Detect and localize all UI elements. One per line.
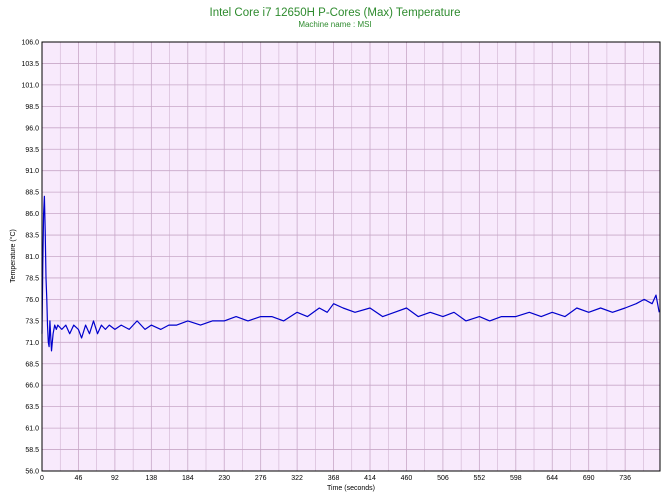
y-tick-label: 56.0 (25, 469, 39, 476)
y-tick-label: 98.5 (25, 104, 39, 111)
x-tick-label: 644 (546, 475, 558, 482)
y-tick-label: 58.5 (25, 447, 39, 454)
y-axis-ticks: 56.0 58.5 61.0 63.5 66.0 68.5 71.0 73.5 76.0 78.5… (21, 40, 39, 476)
y-tick-label: 96.0 (25, 125, 39, 132)
y-tick-label: 76.0 (25, 297, 39, 304)
y-tick-label: 93.5 (25, 147, 39, 154)
y-tick-label: 101.0 (21, 82, 39, 89)
x-tick-label: 0 (40, 475, 44, 482)
x-tick-label: 690 (583, 475, 595, 482)
y-tick-label: 81.0 (25, 254, 39, 261)
grid-lines (41, 41, 660, 472)
x-tick-label: 598 (510, 475, 522, 482)
chart-subtitle: Machine name : MSI (298, 20, 371, 29)
x-tick-label: 736 (619, 475, 631, 482)
y-tick-label: 68.5 (25, 361, 39, 368)
chart-title: Intel Core i7 12650H P-Cores (Max) Tempe… (210, 7, 461, 19)
y-tick-label: 88.5 (25, 190, 39, 197)
y-tick-label: 86.0 (25, 211, 39, 218)
y-tick-label: 61.0 (25, 426, 39, 433)
plot-frame (41, 41, 661, 472)
y-tick-label: 78.5 (25, 275, 39, 282)
y-tick-label: 83.5 (25, 233, 39, 240)
x-tick-label: 368 (328, 475, 340, 482)
x-axis-ticks: 0 46 92 138 184 230 276 322 368 414 460 506 552 598 64… (40, 475, 631, 482)
x-axis-label: Time (seconds) (327, 485, 375, 492)
y-tick-label: 71.0 (25, 340, 39, 347)
y-tick-label: 106.0 (21, 40, 39, 47)
y-tick-label: 103.5 (21, 61, 39, 68)
y-tick-label: 91.0 (25, 168, 39, 175)
series-line-0 (41, 195, 660, 352)
y-tick-label: 66.0 (25, 383, 39, 390)
x-tick-label: 460 (401, 475, 413, 482)
x-tick-label: 322 (291, 475, 303, 482)
y-tick-label: 63.5 (25, 404, 39, 411)
y-axis-label: Temperature (°C) (9, 229, 17, 283)
x-tick-label: 230 (218, 475, 230, 482)
x-tick-label: 414 (364, 475, 376, 482)
x-tick-label: 138 (145, 475, 157, 482)
x-tick-label: 552 (474, 475, 486, 482)
x-tick-label: 184 (182, 475, 194, 482)
x-tick-label: 46 (75, 475, 83, 482)
series-layer (41, 195, 660, 352)
x-tick-label: 506 (437, 475, 449, 482)
x-tick-label: 92 (111, 475, 119, 482)
x-tick-label: 276 (255, 475, 267, 482)
y-tick-label: 73.5 (25, 318, 39, 325)
